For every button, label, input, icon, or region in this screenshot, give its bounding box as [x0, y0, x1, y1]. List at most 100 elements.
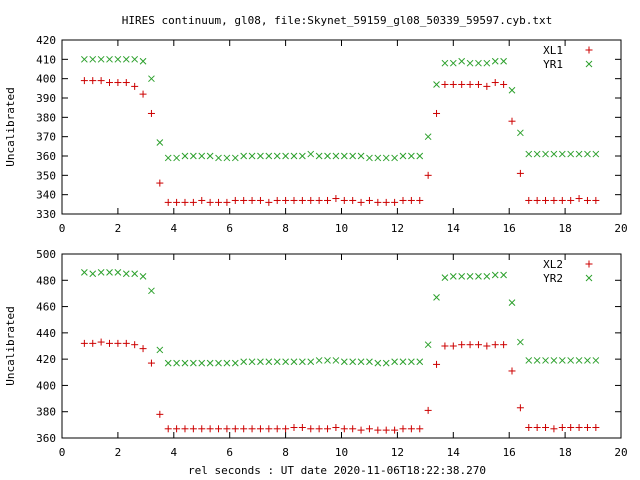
point-xl1 [407, 196, 415, 204]
point-yr2 [215, 359, 222, 367]
point-yr2 [332, 357, 340, 364]
top-y-tick-label: 420 [36, 34, 56, 47]
point-yr2 [449, 272, 457, 280]
bottom-x-tick-label: 6 [226, 446, 233, 459]
point-yr1 [592, 150, 600, 158]
point-yr2 [181, 359, 189, 367]
point-xl1 [332, 195, 340, 203]
point-xl1 [273, 196, 281, 204]
point-yr2 [416, 358, 424, 366]
legend-label-xl1: XL1 [543, 44, 563, 57]
point-yr1 [307, 150, 315, 158]
point-xl2 [80, 339, 88, 347]
point-yr2 [533, 357, 541, 364]
point-xl2 [449, 342, 457, 350]
bottom-x-tick-label: 14 [447, 446, 461, 459]
point-xl1 [106, 79, 114, 87]
point-yr2 [307, 358, 315, 366]
legend-marker-yr1 [585, 60, 593, 68]
point-xl1 [223, 198, 231, 206]
point-yr2 [223, 359, 231, 367]
point-yr1 [533, 150, 541, 158]
point-xl2 [181, 425, 189, 433]
top-y-tick-label: 350 [36, 169, 56, 182]
bottom-y-tick-label: 480 [36, 274, 56, 287]
point-yr1 [475, 59, 482, 67]
point-xl2 [290, 423, 298, 431]
point-yr2 [106, 269, 113, 276]
point-xl1 [583, 196, 591, 204]
point-xl1 [231, 196, 239, 204]
point-xl2 [516, 404, 524, 412]
point-yr1 [265, 152, 273, 160]
point-xl2 [223, 425, 231, 433]
series-yr1 [81, 55, 600, 162]
bottom-y-tick-label: 440 [36, 327, 56, 340]
top-y-axis: 330 340 350 360 370 380 390 400 410 420 [36, 34, 621, 221]
point-yr1 [500, 57, 507, 65]
point-yr1 [441, 59, 449, 67]
point-yr1 [517, 129, 524, 137]
point-yr1 [206, 152, 214, 160]
point-yr2 [240, 358, 248, 366]
series-yr2 [81, 269, 600, 367]
point-xl2 [365, 425, 373, 433]
point-xl1 [114, 79, 122, 87]
top-x-tick-label: 8 [282, 222, 289, 235]
top-y-tick-label: 360 [36, 150, 56, 163]
point-yr1 [223, 154, 231, 162]
point-yr2 [592, 357, 600, 364]
point-xl1 [550, 196, 558, 204]
bottom-x-tick-label: 16 [503, 446, 516, 459]
point-yr1 [89, 55, 97, 63]
legend-marker-yr2 [585, 274, 593, 282]
point-xl1 [500, 80, 508, 88]
point-xl2 [256, 425, 264, 433]
top-x-tick-label: 20 [614, 222, 627, 235]
point-xl2 [106, 339, 114, 347]
point-xl2 [206, 425, 214, 433]
point-xl1 [575, 195, 583, 203]
top-x-tick-label: 16 [503, 222, 516, 235]
point-xl2 [399, 425, 407, 433]
point-yr2 [391, 358, 398, 366]
bottom-x-axis: 0 2 4 6 8 10 12 14 16 18 20 [59, 254, 628, 459]
point-xl1 [189, 198, 197, 206]
top-x-tick-label: 12 [391, 222, 404, 235]
point-yr2 [575, 357, 583, 364]
point-yr1 [340, 152, 348, 160]
bottom-plot-area [80, 269, 600, 434]
top-x-tick-label: 0 [59, 222, 66, 235]
point-xl1 [198, 196, 206, 204]
legend-label-xl2: XL2 [543, 258, 563, 271]
point-xl2 [575, 423, 583, 431]
point-xl2 [483, 342, 491, 350]
point-xl2 [156, 410, 164, 418]
top-plot-frame [61, 39, 622, 215]
point-yr2 [148, 287, 155, 295]
top-x-tick-label: 14 [447, 222, 461, 235]
point-yr2 [131, 270, 139, 278]
point-yr1 [416, 152, 424, 160]
point-xl2 [433, 360, 441, 368]
point-yr2 [558, 357, 566, 364]
point-yr1 [408, 152, 415, 160]
point-xl1 [516, 169, 524, 177]
point-yr2 [190, 359, 197, 367]
series-xl1 [80, 77, 600, 206]
bottom-x-tick-label: 8 [282, 446, 289, 459]
point-yr2 [424, 341, 432, 349]
point-yr2 [257, 358, 264, 366]
point-yr2 [173, 359, 180, 367]
point-yr1 [299, 152, 306, 160]
point-xl1 [365, 196, 373, 204]
point-xl2 [474, 341, 482, 349]
point-xl1 [248, 196, 256, 204]
point-xl2 [458, 341, 466, 349]
top-x-tick-label: 6 [226, 222, 233, 235]
point-yr1 [164, 154, 172, 162]
bottom-y-tick-label: 400 [36, 379, 56, 392]
point-xl1 [315, 196, 323, 204]
